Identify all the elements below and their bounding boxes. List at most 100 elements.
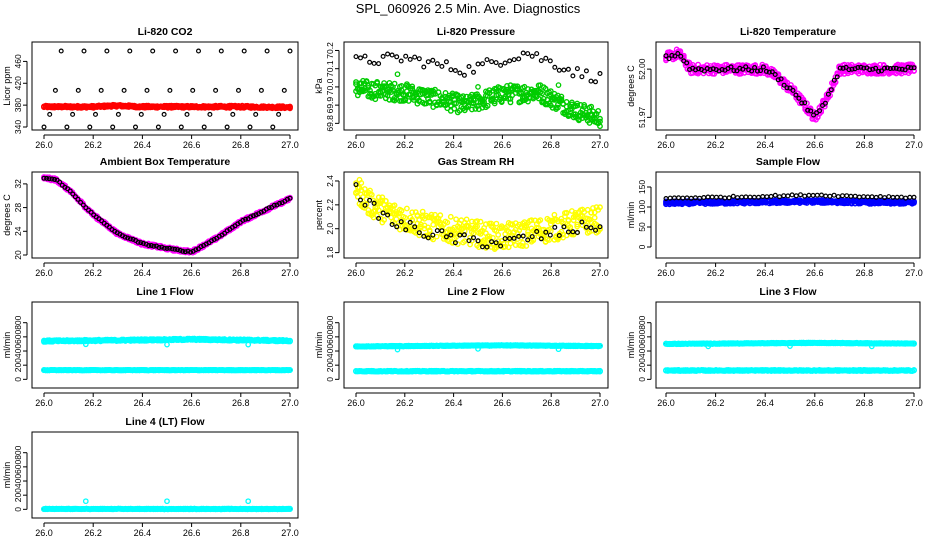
data-point [731, 68, 737, 74]
y-axis-label: percent [314, 199, 324, 230]
data-point [169, 246, 175, 252]
y-axis-label: degrees C [626, 65, 636, 107]
y-axis-label: kPa [314, 78, 324, 94]
data-point [167, 245, 173, 251]
data-point [41, 124, 47, 130]
data-point [680, 195, 686, 201]
data-point [393, 216, 400, 223]
data-point [561, 224, 567, 230]
data-point [51, 177, 57, 183]
data-point [475, 61, 481, 67]
data-point [806, 192, 812, 198]
x-tick-label: 26.8 [232, 398, 250, 408]
data-point [849, 66, 855, 72]
data-point [375, 207, 382, 214]
data-point [821, 103, 828, 110]
panel-title: Li-820 Temperature [740, 26, 836, 38]
data-point [434, 61, 440, 67]
data-point [44, 175, 50, 181]
data-point [858, 64, 864, 70]
panel-title: Ambient Box Temperature [100, 156, 231, 168]
x-tick-label: 26.0 [35, 140, 53, 150]
data-point [894, 194, 900, 200]
data-point [804, 100, 810, 107]
data-point [358, 179, 365, 186]
x-tick-label: 26.6 [183, 140, 201, 150]
x-tick-label: 26.4 [134, 140, 152, 150]
data-point [789, 192, 795, 198]
data-point [797, 192, 803, 198]
x-tick-label: 26.4 [445, 268, 463, 278]
data-point [439, 228, 445, 234]
x-tick-label: 27.0 [591, 140, 609, 150]
data-point [380, 210, 386, 216]
data-point [764, 194, 770, 200]
data-point [772, 192, 778, 198]
data-point [825, 91, 831, 97]
data-point [555, 104, 561, 111]
data-point [739, 194, 745, 200]
data-point [882, 195, 888, 201]
data-point [551, 211, 558, 218]
data-point [173, 48, 179, 54]
x-tick-label: 26.0 [35, 268, 53, 278]
data-point [444, 105, 451, 112]
data-point [514, 83, 521, 90]
data-point [70, 191, 76, 197]
data-point [839, 193, 845, 199]
data-point [884, 65, 890, 71]
data-point [597, 204, 603, 211]
data-point [766, 69, 772, 75]
x-tick-label: 26.8 [856, 268, 874, 278]
data-point [182, 249, 188, 255]
y-tick-label: 70.1 [325, 60, 335, 77]
y-tick-label: 52.00 [637, 58, 647, 80]
data-point [822, 100, 828, 106]
data-point [772, 71, 778, 77]
data-point [819, 102, 825, 108]
data-point [144, 87, 150, 93]
data-point [848, 193, 854, 199]
x-tick-label: 26.8 [542, 398, 560, 408]
series-flow_low [353, 367, 603, 375]
data-point [463, 93, 470, 100]
data-point [121, 87, 127, 93]
data-point [87, 124, 93, 130]
data-point [70, 111, 76, 117]
data-point [663, 53, 669, 59]
data-point [701, 68, 707, 74]
data-point [911, 194, 917, 200]
data-point [678, 53, 684, 59]
data-point [516, 56, 522, 62]
data-point [763, 68, 769, 74]
data-point [394, 54, 400, 60]
data-point [398, 87, 405, 94]
data-point [287, 48, 293, 54]
data-point [867, 67, 873, 73]
data-point [547, 232, 553, 238]
x-tick-label: 26.6 [494, 398, 512, 408]
x-tick-label: 26.2 [396, 398, 414, 408]
data-point [374, 79, 380, 85]
data-point [198, 244, 204, 250]
data-point [547, 88, 554, 95]
data-point [430, 232, 436, 238]
data-point [887, 65, 893, 71]
data-point [597, 115, 603, 122]
data-point [416, 56, 422, 62]
data-point [453, 216, 459, 223]
data-point [475, 238, 481, 244]
y-tick-label: 24 [13, 226, 23, 236]
data-point [270, 124, 276, 130]
data-point [380, 53, 386, 59]
data-point [358, 55, 364, 61]
data-point [80, 202, 86, 208]
series-diag [353, 50, 603, 85]
data-point [98, 87, 104, 93]
x-tick-label: 27.0 [591, 398, 609, 408]
y-tick-label: 600 [13, 329, 23, 343]
data-point [403, 53, 409, 59]
x-tick-label: 26.8 [232, 140, 250, 150]
